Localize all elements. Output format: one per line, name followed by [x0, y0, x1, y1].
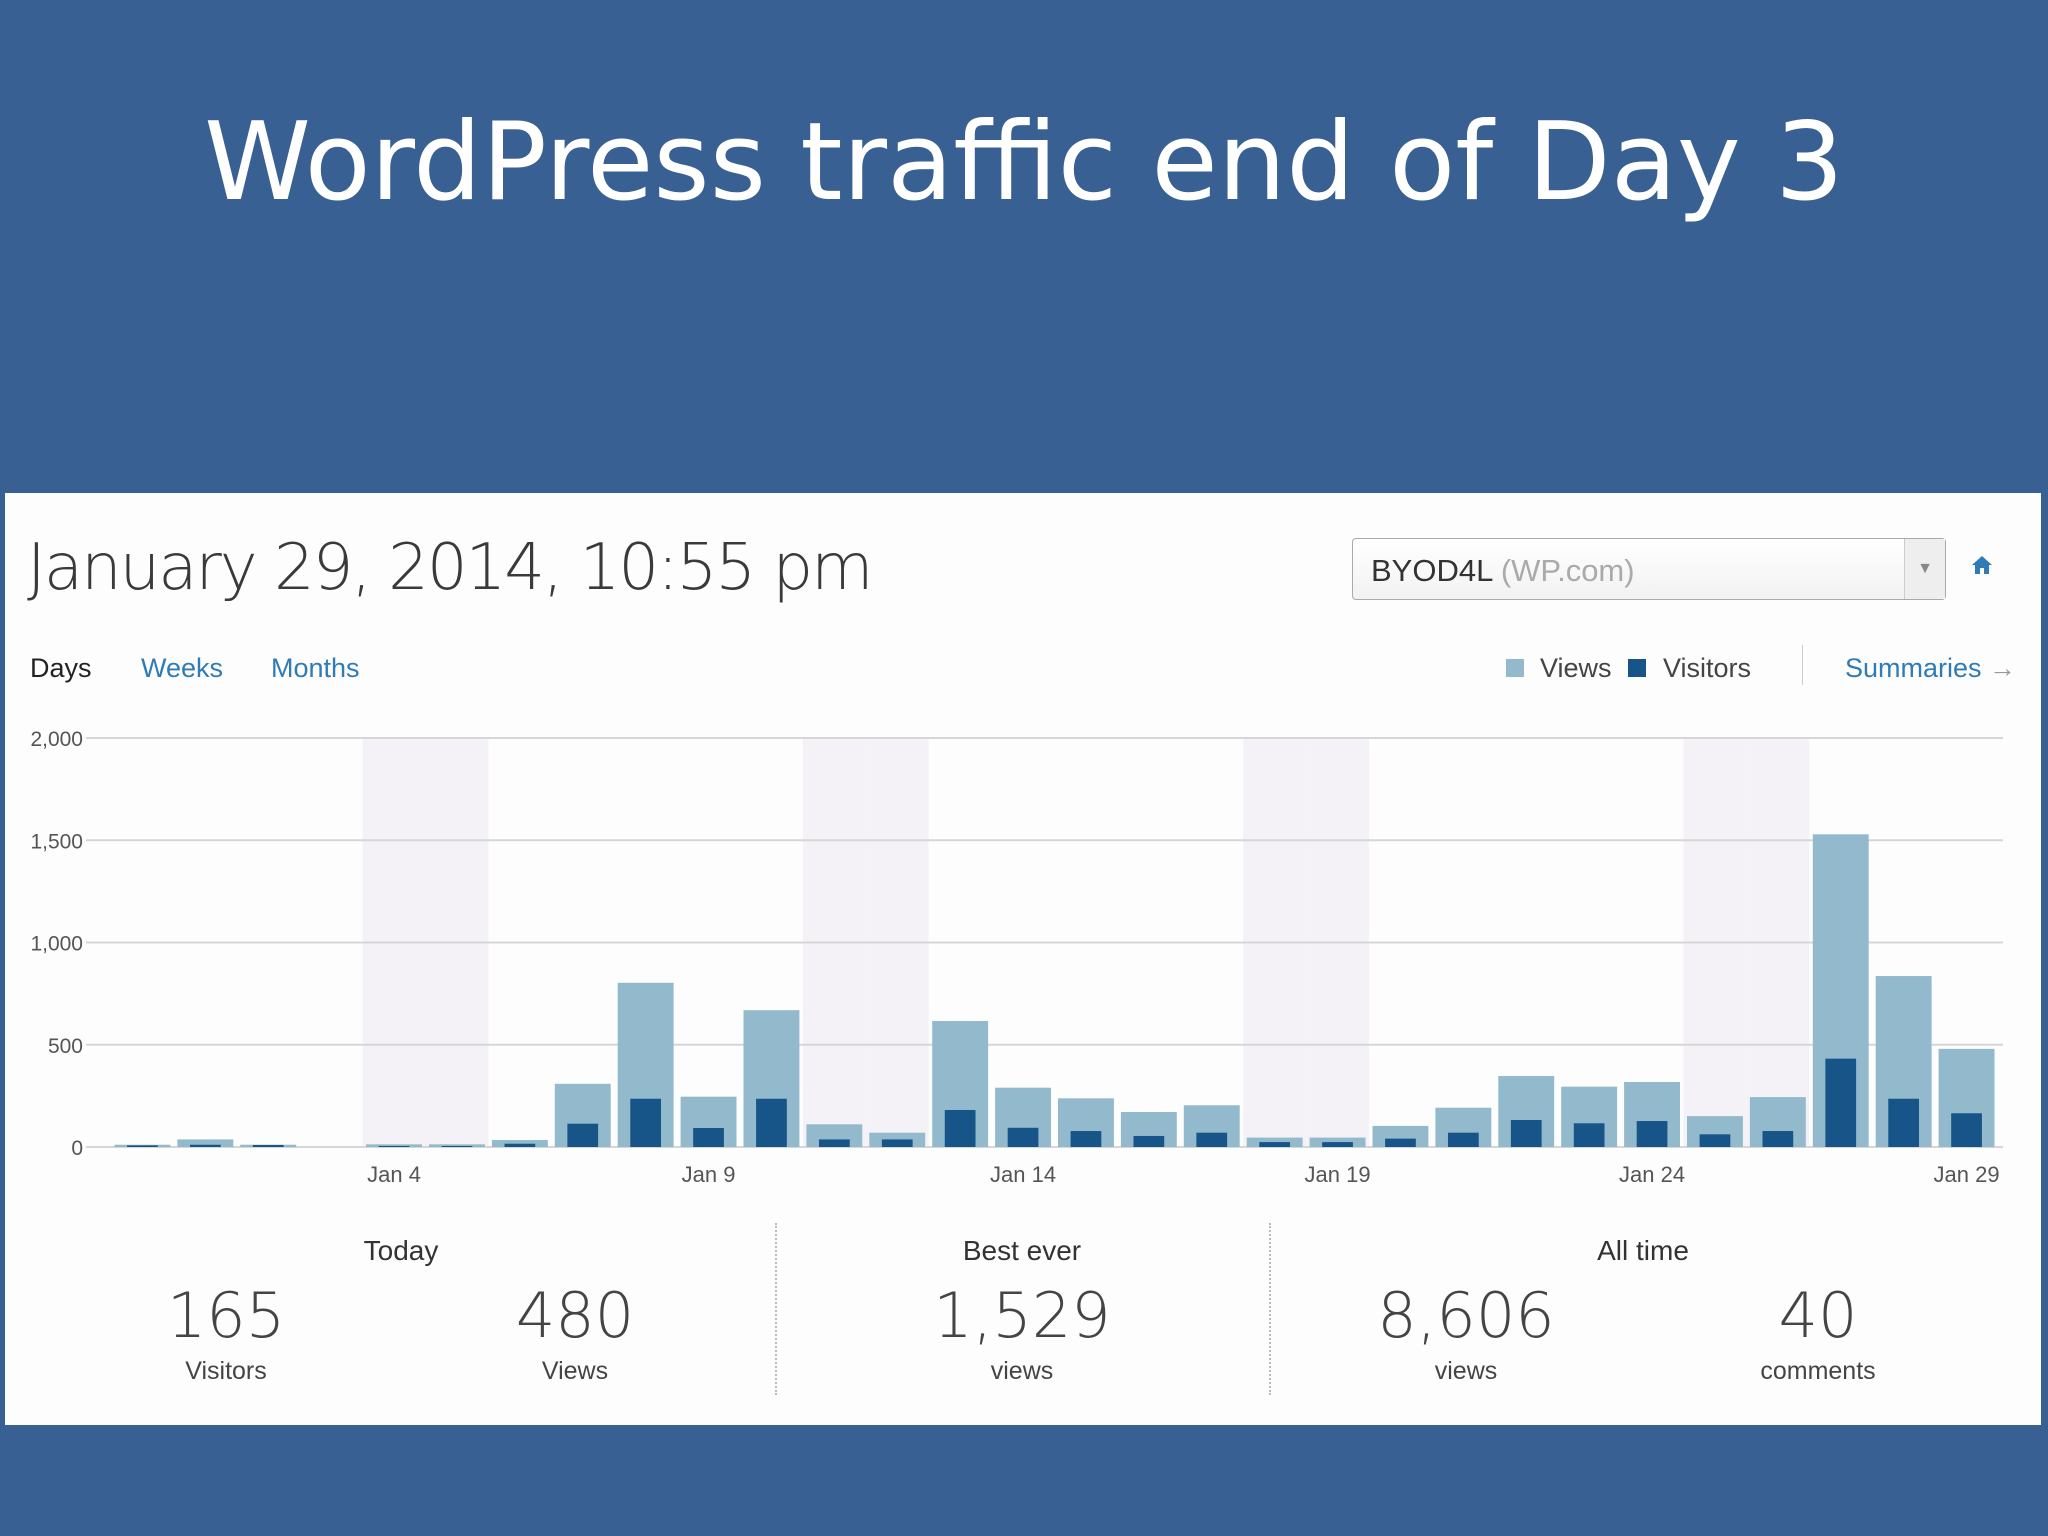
- x-tick-label: Jan 29: [1934, 1162, 2000, 1187]
- tab-months[interactable]: Months: [271, 653, 360, 683]
- visitors-bar: [693, 1127, 724, 1147]
- views-bar: [177, 1139, 234, 1147]
- visitors-bar: [1385, 1138, 1416, 1147]
- views-bar: [491, 1140, 548, 1147]
- visitors-bar: [567, 1123, 599, 1147]
- divider: [775, 1223, 777, 1395]
- home-icon[interactable]: [1970, 553, 1994, 577]
- all-time-comments: 40: [1778, 1279, 1858, 1352]
- visitors-bar: [630, 1098, 662, 1147]
- y-tick-label: 1,500: [30, 830, 83, 853]
- visitors-bar: [1762, 1131, 1794, 1147]
- views-legend-swatch: [1506, 659, 1524, 677]
- visitors-bar: [1825, 1058, 1857, 1147]
- today-views-label: Views: [541, 1357, 609, 1385]
- visitors-bar: [1259, 1142, 1291, 1147]
- site-name: BYOD4L: [1371, 553, 1493, 588]
- y-tick-label: 500: [48, 1035, 83, 1058]
- y-tick-label: 1,000: [30, 933, 83, 956]
- y-tick-label: 2,000: [30, 728, 83, 751]
- visitors-bar: [1951, 1113, 1982, 1147]
- visitors-bar: [1196, 1132, 1228, 1147]
- visitors-bar: [1007, 1127, 1039, 1147]
- views-bar: [366, 1144, 422, 1147]
- today-visitors-label: Visitors: [185, 1357, 267, 1385]
- tab-weeks[interactable]: Weeks: [141, 653, 224, 683]
- visitors-bar: [1636, 1121, 1668, 1147]
- summaries-label: Summaries: [1845, 653, 1982, 683]
- stats-panel: January 29, 2014, 10:55 pm BYOD4L (WP.co…: [5, 493, 2041, 1425]
- visitors-bar: [756, 1098, 787, 1147]
- arrow-right-icon: →: [1989, 653, 2017, 683]
- x-tick-label: Jan 19: [1305, 1162, 1371, 1187]
- traffic-chart: 0 500 1,000 1,500 2,000 Jan 4 Jan 9 Jan 14 Jan 1…: [30, 728, 2003, 1187]
- visitors-bar: [1510, 1120, 1542, 1147]
- visitors-bar: [378, 1145, 410, 1147]
- y-tick-label: 0: [71, 1137, 83, 1160]
- x-tick-label: Jan 14: [990, 1162, 1056, 1187]
- site-suffix: (WP.com): [1500, 553, 1635, 588]
- divider: [1269, 1223, 1271, 1395]
- slide-title: WordPress traffic end of Day 3: [204, 100, 1844, 225]
- visitors-bar: [504, 1143, 536, 1147]
- visitors-bar: [944, 1109, 976, 1147]
- site-select[interactable]: BYOD4L (WP.com) ▼: [1352, 538, 1946, 600]
- x-tick-label: Jan 9: [682, 1162, 736, 1187]
- x-tick-label: Jan 24: [1619, 1162, 1685, 1187]
- visitors-bar: [1322, 1142, 1353, 1147]
- visitors-bar: [127, 1145, 158, 1147]
- visitors-bar: [881, 1139, 913, 1147]
- divider: [1802, 645, 1803, 685]
- visitors-legend-swatch: [1628, 659, 1646, 677]
- best-ever-views-label: views: [990, 1357, 1054, 1385]
- x-tick-label: Jan 4: [367, 1162, 421, 1187]
- views-legend-label: Views: [1540, 653, 1612, 683]
- visitors-bar: [1888, 1098, 1920, 1147]
- current-datetime: January 29, 2014, 10:55 pm: [27, 531, 873, 605]
- summaries-link[interactable]: Summaries →: [1845, 653, 2016, 684]
- visitors-bar: [1699, 1134, 1731, 1147]
- visitors-bar: [818, 1139, 850, 1147]
- views-bar: [429, 1144, 485, 1147]
- visitors-legend-label: Visitors: [1663, 653, 1752, 683]
- visitors-bar: [1070, 1131, 1102, 1147]
- today-views: 480: [515, 1279, 635, 1352]
- visitors-bar: [1447, 1132, 1479, 1147]
- visitors-bar: [1573, 1123, 1605, 1147]
- visitors-bar: [189, 1144, 221, 1147]
- best-ever-label: Best ever: [962, 1235, 1082, 1266]
- all-time-label: All time: [1597, 1235, 1689, 1266]
- all-time-views: 8,606: [1377, 1279, 1555, 1352]
- visitors-bar: [1133, 1135, 1165, 1147]
- all-time-views-label: views: [1434, 1357, 1498, 1385]
- triangle-down-icon[interactable]: ▼: [1904, 539, 1945, 599]
- visitors-bar: [441, 1145, 473, 1147]
- today-visitors: 165: [166, 1279, 286, 1352]
- tab-days[interactable]: Days: [30, 653, 92, 683]
- all-time-comments-label: comments: [1760, 1357, 1876, 1385]
- today-label: Today: [363, 1235, 439, 1266]
- best-ever-views: 1,529: [933, 1279, 1111, 1352]
- visitors-bar: [252, 1144, 284, 1147]
